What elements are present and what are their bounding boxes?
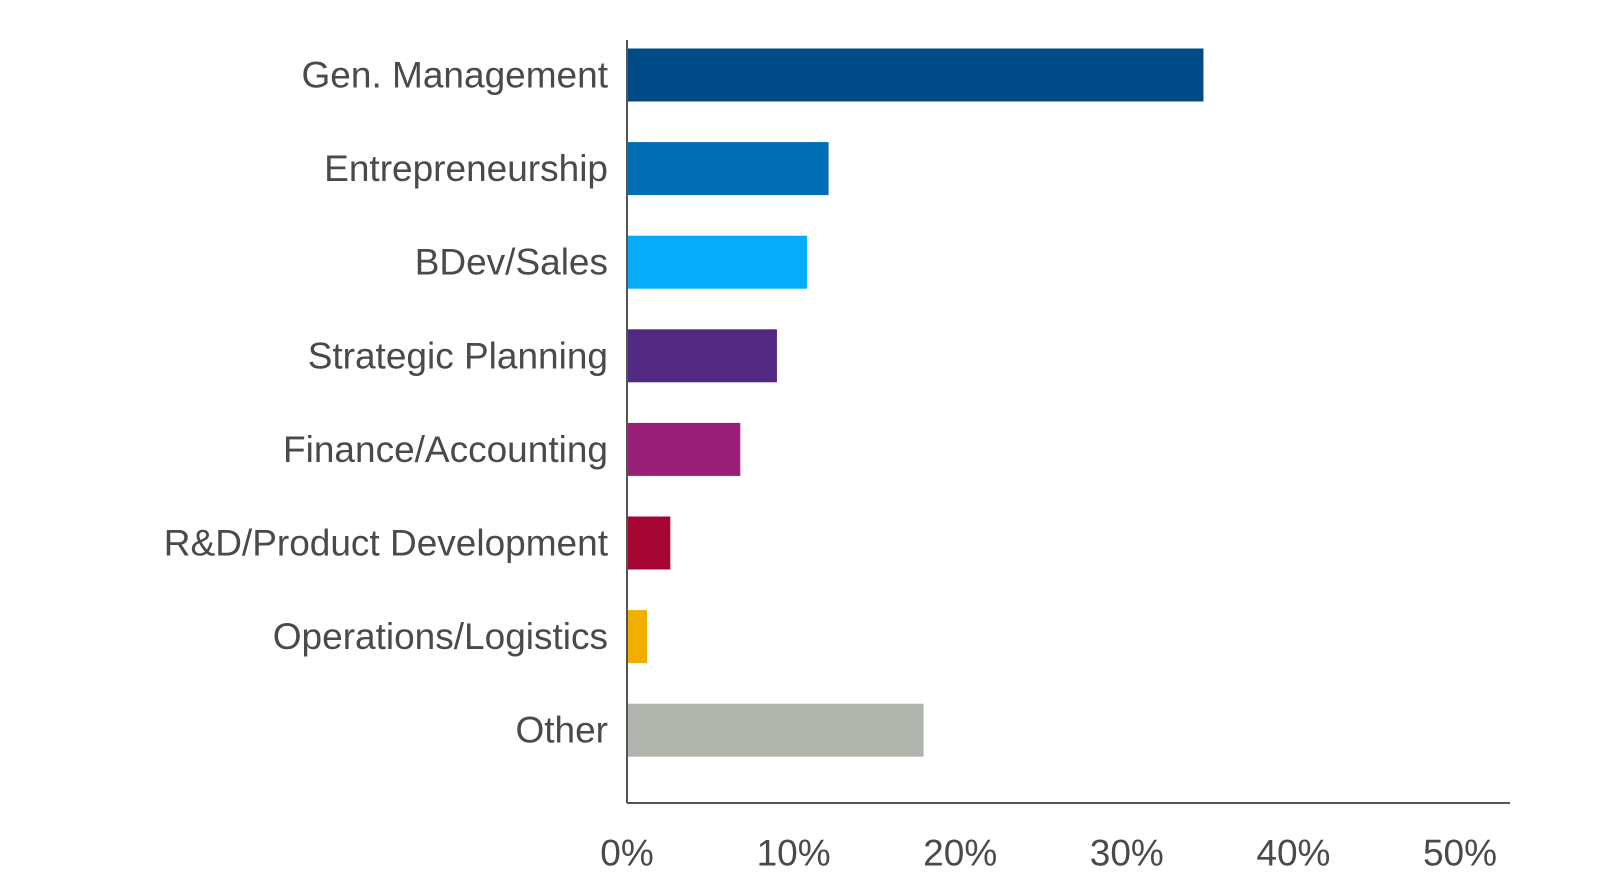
- x-tick-label-0: 0%: [600, 833, 653, 874]
- x-tick-label-40: 40%: [1256, 833, 1330, 874]
- bar-strategic-planning: [627, 329, 777, 383]
- bar-gen-management: [627, 48, 1204, 102]
- bar-r-d-product-development: [627, 516, 671, 570]
- category-label-gen-management: Gen. Management: [302, 55, 609, 96]
- category-label-finance-accounting: Finance/Accounting: [283, 429, 608, 470]
- category-label-entrepreneurship: Entrepreneurship: [324, 148, 608, 189]
- bar-bdev-sales: [627, 235, 807, 289]
- bar-operations-logistics: [627, 610, 647, 664]
- category-label-r-d-product-development: R&D/Product Development: [164, 523, 609, 564]
- category-label-bdev-sales: BDev/Sales: [415, 242, 608, 283]
- x-tick-labels-group: 0% 10% 20% 30% 40% 50%: [600, 833, 1497, 874]
- bar-entrepreneurship: [627, 142, 829, 196]
- category-label-other: Other: [515, 710, 608, 751]
- bar-other: [627, 703, 924, 757]
- category-label-strategic-planning: Strategic Planning: [308, 335, 608, 376]
- category-labels-group: Gen. Management Entrepreneurship BDev/Sale…: [164, 55, 609, 751]
- bars-group: [627, 48, 1204, 757]
- x-tick-label-50: 50%: [1423, 833, 1497, 874]
- x-tick-label-10: 10%: [757, 833, 831, 874]
- bar-finance-accounting: [627, 422, 741, 476]
- x-tick-label-30: 30%: [1090, 833, 1164, 874]
- category-label-operations-logistics: Operations/Logistics: [273, 616, 608, 657]
- x-tick-label-20: 20%: [923, 833, 997, 874]
